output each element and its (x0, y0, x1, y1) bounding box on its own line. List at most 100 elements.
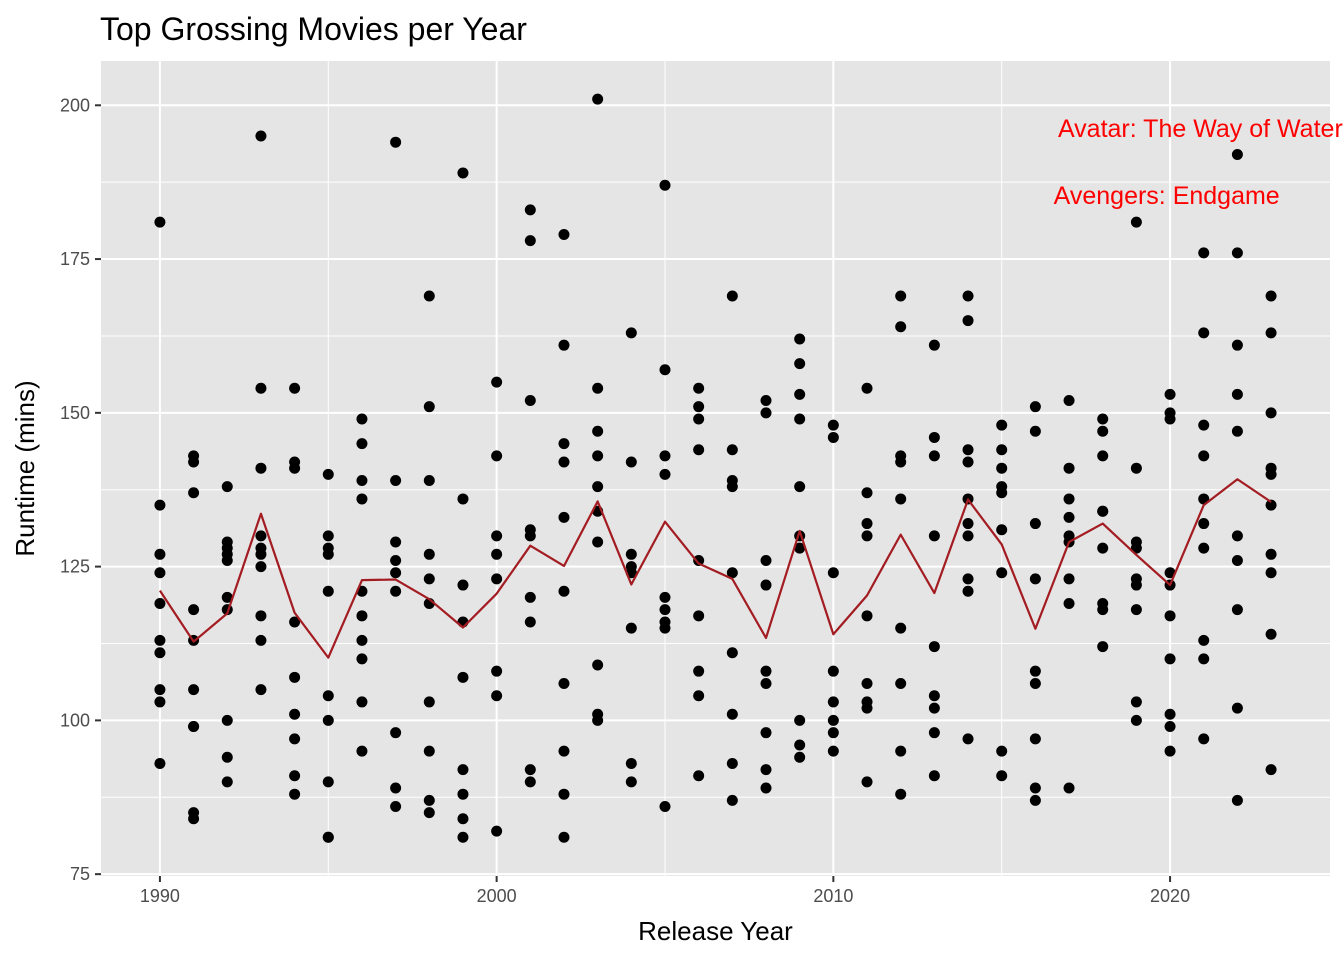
data-point (524, 764, 536, 776)
data-point (423, 474, 435, 486)
data-point (390, 727, 402, 739)
data-point (1265, 327, 1277, 339)
data-point (558, 831, 570, 843)
data-point (322, 690, 334, 702)
data-point (1231, 339, 1243, 351)
data-point (1029, 782, 1041, 794)
data-point (659, 179, 671, 191)
data-point (423, 807, 435, 819)
data-point (996, 444, 1008, 456)
data-point (1164, 610, 1176, 622)
data-point (1063, 511, 1075, 523)
data-point (289, 708, 301, 720)
data-point (1265, 628, 1277, 640)
data-point (659, 622, 671, 634)
data-point (1029, 518, 1041, 530)
data-point (726, 794, 738, 806)
data-point (659, 468, 671, 480)
data-point (457, 671, 469, 683)
y-axis: 75 100 125 150 175 200 (60, 95, 101, 884)
data-point (1231, 554, 1243, 566)
data-point (693, 401, 705, 413)
data-point (659, 604, 671, 616)
data-point (726, 708, 738, 720)
data-point (962, 585, 974, 597)
data-point (558, 456, 570, 468)
data-point (1130, 714, 1142, 726)
data-point (1231, 604, 1243, 616)
data-point (423, 290, 435, 302)
data-point (524, 204, 536, 216)
data-point (188, 487, 200, 499)
data-point (1231, 425, 1243, 437)
data-point (154, 634, 166, 646)
data-point (693, 554, 705, 566)
data-point (491, 573, 503, 585)
data-point (491, 665, 503, 677)
data-point (693, 610, 705, 622)
data-point (861, 610, 873, 622)
data-point (1164, 653, 1176, 665)
data-point (659, 364, 671, 376)
data-point (1231, 247, 1243, 259)
data-point (693, 770, 705, 782)
data-point (1029, 425, 1041, 437)
data-point (625, 757, 637, 769)
data-point (457, 579, 469, 591)
data-point (625, 456, 637, 468)
data-point (188, 456, 200, 468)
data-point (524, 591, 536, 603)
data-point (188, 813, 200, 825)
data-point (255, 548, 267, 560)
data-point (1130, 696, 1142, 708)
data-point (928, 450, 940, 462)
data-point (491, 530, 503, 542)
data-point (726, 481, 738, 493)
data-point (693, 665, 705, 677)
data-point (996, 567, 1008, 579)
data-point (491, 450, 503, 462)
data-point (592, 481, 604, 493)
y-tick-label: 175 (60, 249, 90, 269)
data-point (390, 536, 402, 548)
data-point (794, 739, 806, 751)
x-axis-title: Release Year (638, 916, 793, 946)
data-point (794, 388, 806, 400)
data-point (1063, 395, 1075, 407)
data-point (659, 450, 671, 462)
data-point (390, 474, 402, 486)
data-point (592, 425, 604, 437)
data-point (255, 561, 267, 573)
data-point (1097, 505, 1109, 517)
data-point (625, 622, 637, 634)
data-point (154, 684, 166, 696)
data-point (861, 702, 873, 714)
data-point (558, 511, 570, 523)
data-point (1231, 388, 1243, 400)
data-point (895, 745, 907, 757)
data-point (760, 727, 772, 739)
data-point (356, 653, 368, 665)
data-point (928, 702, 940, 714)
data-point (962, 290, 974, 302)
data-point (1198, 733, 1210, 745)
data-point (996, 487, 1008, 499)
data-point (457, 764, 469, 776)
data-point (1130, 604, 1142, 616)
data-point (356, 474, 368, 486)
data-point (154, 598, 166, 610)
data-point (592, 93, 604, 105)
data-point (794, 413, 806, 425)
data-point (1265, 499, 1277, 511)
data-point (1265, 548, 1277, 560)
data-point (524, 395, 536, 407)
data-point (558, 585, 570, 597)
data-point (861, 677, 873, 689)
data-point (289, 616, 301, 628)
data-point (1029, 733, 1041, 745)
data-point (491, 376, 503, 388)
data-point (827, 665, 839, 677)
data-point (558, 745, 570, 757)
data-point (221, 751, 233, 763)
y-tick-label: 150 (60, 403, 90, 423)
